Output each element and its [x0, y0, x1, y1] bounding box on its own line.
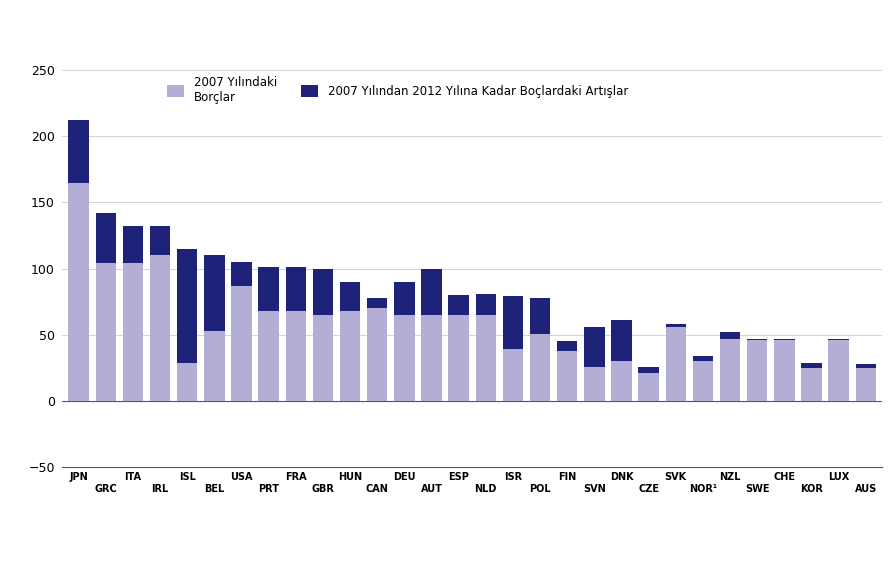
Text: FRA: FRA — [285, 472, 307, 482]
Text: SVN: SVN — [583, 484, 606, 495]
Bar — [720, 332, 740, 339]
Bar — [747, 340, 767, 401]
Bar — [557, 351, 577, 401]
Bar — [476, 315, 496, 401]
Bar — [557, 342, 577, 351]
Text: CAN: CAN — [366, 484, 388, 495]
Bar — [855, 368, 876, 401]
Text: POL: POL — [529, 484, 551, 495]
Bar — [611, 320, 632, 361]
Bar — [421, 269, 442, 315]
Text: JPN: JPN — [69, 472, 88, 482]
Bar — [801, 368, 822, 401]
Bar — [204, 331, 225, 401]
Bar — [774, 340, 795, 401]
Text: ESP: ESP — [448, 472, 469, 482]
Bar — [69, 183, 89, 401]
Bar — [232, 286, 251, 401]
Text: GBR: GBR — [312, 484, 334, 495]
Text: AUS: AUS — [854, 484, 877, 495]
Bar — [123, 226, 143, 263]
Bar — [666, 324, 686, 401]
Bar — [693, 361, 713, 401]
Bar — [313, 315, 333, 401]
Bar — [95, 263, 116, 401]
Bar — [150, 226, 170, 255]
Bar — [177, 249, 198, 363]
Bar — [123, 263, 143, 401]
Text: SWE: SWE — [745, 484, 770, 495]
Text: USA: USA — [230, 472, 253, 482]
Bar — [801, 363, 822, 368]
Bar — [367, 298, 388, 401]
Bar — [258, 267, 279, 311]
Bar — [584, 367, 605, 401]
Text: KOR: KOR — [800, 484, 823, 495]
Bar — [69, 120, 89, 183]
Bar — [829, 339, 849, 340]
Bar — [503, 297, 523, 349]
Text: ISR: ISR — [504, 472, 522, 482]
Text: ISL: ISL — [179, 472, 196, 482]
Text: NLD: NLD — [475, 484, 497, 495]
Text: ITA: ITA — [125, 472, 142, 482]
Bar — [339, 282, 360, 311]
Bar — [530, 333, 551, 401]
Bar — [232, 262, 251, 286]
Text: DEU: DEU — [393, 472, 415, 482]
Bar — [476, 294, 496, 315]
Bar — [204, 255, 225, 331]
Bar — [611, 361, 632, 401]
Text: SVK: SVK — [665, 472, 687, 482]
Bar — [394, 282, 414, 315]
Bar — [286, 267, 306, 311]
Text: NZL: NZL — [719, 472, 740, 482]
Bar — [367, 298, 388, 308]
Bar — [421, 315, 442, 401]
Text: IRL: IRL — [151, 484, 168, 495]
Text: GRC: GRC — [94, 484, 118, 495]
Bar — [286, 311, 306, 401]
Bar — [720, 332, 740, 401]
Bar — [177, 363, 198, 401]
Bar — [774, 339, 795, 340]
Bar — [150, 255, 170, 401]
Bar — [503, 349, 523, 401]
Text: CHE: CHE — [773, 472, 796, 482]
Bar — [639, 367, 658, 373]
Bar — [747, 339, 767, 340]
Bar — [258, 311, 279, 401]
Bar — [313, 269, 333, 315]
Bar — [639, 367, 658, 401]
Bar — [448, 315, 469, 401]
Text: BEL: BEL — [204, 484, 225, 495]
Bar — [693, 356, 713, 361]
Bar — [829, 340, 849, 401]
Text: DNK: DNK — [609, 472, 634, 482]
Bar — [339, 311, 360, 401]
Text: FIN: FIN — [558, 472, 576, 482]
Bar — [530, 298, 551, 333]
Bar — [394, 315, 414, 401]
Text: NOR¹: NOR¹ — [689, 484, 717, 495]
Bar — [666, 324, 686, 327]
Text: HUN: HUN — [338, 472, 362, 482]
Bar — [95, 213, 116, 263]
Text: LUX: LUX — [828, 472, 849, 482]
Text: CZE: CZE — [638, 484, 659, 495]
Bar — [855, 364, 876, 368]
Text: AUT: AUT — [421, 484, 443, 495]
Text: PRT: PRT — [258, 484, 279, 495]
Legend: 2007 Yılındaki
Borçlar, 2007 Yılından 2012 Yılına Kadar Boçlardaki Artışlar: 2007 Yılındaki Borçlar, 2007 Yılından 20… — [167, 76, 628, 104]
Bar — [448, 295, 469, 315]
Bar — [584, 327, 605, 367]
